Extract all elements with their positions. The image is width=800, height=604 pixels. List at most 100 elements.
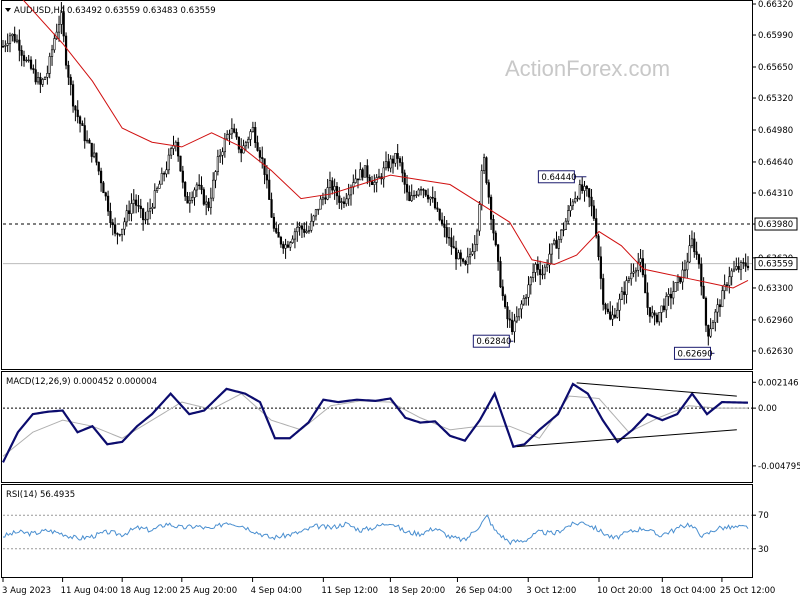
candle: [1, 39, 5, 48]
ohlc-values: 0.63492 0.63559 0.63483 0.63559: [67, 6, 216, 16]
candle: [377, 168, 381, 178]
candle: [123, 217, 126, 236]
candle: [583, 180, 586, 202]
annotation-label: 0.64440: [541, 173, 576, 183]
candle: [515, 306, 518, 324]
candle: [468, 248, 472, 265]
x-tick-label: 18 Oct 04:00: [660, 586, 715, 596]
price-y-tick: 0.62630: [758, 347, 793, 357]
candle: [219, 149, 222, 164]
x-tick-label: 10 Oct 20:00: [597, 586, 652, 596]
candle: [85, 130, 89, 144]
watermark: ActionForex.com: [505, 56, 670, 81]
candle: [186, 191, 189, 204]
candle: [595, 208, 598, 239]
candle: [146, 202, 149, 225]
candle: [363, 165, 367, 178]
candle: [144, 211, 147, 225]
candle: [742, 257, 745, 269]
price-series-group: 0.64440 0.62840 0.62690: [1, 0, 752, 360]
candle: [548, 243, 551, 274]
rsi-panel-frame: [1, 484, 753, 578]
candle: [410, 184, 413, 202]
candle: [567, 205, 570, 224]
candle: [539, 260, 542, 286]
candle: [22, 50, 26, 67]
candle: [324, 188, 327, 205]
macd-title: MACD(12,26,9) 0.000452 0.000004: [6, 377, 157, 387]
candle: [627, 276, 630, 284]
candle: [95, 152, 98, 166]
candle: [32, 64, 35, 74]
candle: [268, 169, 271, 200]
candle: [57, 15, 61, 42]
candle: [609, 301, 612, 321]
collapse-triangle-icon[interactable]: [5, 8, 11, 12]
candle: [644, 263, 647, 294]
candle: [665, 292, 668, 318]
candle: [592, 200, 595, 222]
candle: [431, 186, 434, 203]
price-y-tick: 0.64980: [758, 126, 793, 136]
candle: [354, 169, 357, 184]
candle: [452, 235, 455, 249]
candle: [501, 279, 504, 301]
candle: [34, 59, 37, 85]
candle: [226, 130, 229, 140]
rsi-y-tick: 70: [758, 511, 769, 521]
annotation-label: 0.62690: [677, 349, 712, 359]
candle: [473, 235, 476, 260]
candle: [380, 173, 383, 185]
candle: [62, 5, 65, 43]
candle: [384, 151, 388, 171]
price-y-tick: 0.62960: [758, 316, 793, 326]
candle: [574, 191, 577, 204]
candle: [412, 190, 416, 200]
candle: [223, 132, 226, 158]
candle: [293, 228, 297, 249]
candle: [254, 121, 257, 148]
current-price-label: 0.63559: [754, 257, 798, 271]
annotation-label: 0.62840: [476, 337, 511, 347]
candle: [683, 259, 687, 279]
candle: [419, 186, 423, 196]
candle: [317, 208, 320, 215]
candle: [480, 164, 483, 211]
candle: [620, 286, 623, 300]
candle: [366, 159, 369, 185]
candle: [543, 264, 546, 280]
macd-panel-frame: [1, 371, 753, 483]
candle: [466, 247, 469, 274]
candle: [202, 187, 205, 206]
candle: [562, 222, 565, 237]
candle: [728, 266, 731, 294]
candle: [18, 29, 21, 62]
candle: [181, 165, 184, 189]
candle: [508, 309, 511, 328]
candle: [471, 243, 474, 257]
candle: [494, 230, 497, 247]
candle: [272, 213, 276, 232]
candle: [132, 189, 135, 214]
candle: [335, 182, 339, 205]
candle: [560, 229, 563, 243]
macd-trendline: [576, 382, 737, 397]
candle: [585, 185, 588, 197]
candle: [497, 243, 500, 271]
candle: [244, 140, 247, 152]
candle: [97, 161, 100, 176]
candle: [721, 285, 724, 308]
candle: [153, 183, 156, 209]
candle: [352, 174, 355, 195]
candle: [191, 191, 194, 204]
candle: [198, 174, 201, 190]
candle: [679, 276, 682, 284]
candle: [697, 253, 701, 269]
price-title: AUDUSD,H4: [14, 6, 65, 16]
candle: [242, 139, 245, 154]
candle: [76, 100, 79, 124]
candle: [312, 214, 315, 227]
candle: [723, 274, 726, 300]
price-panel-frame: [1, 0, 753, 370]
